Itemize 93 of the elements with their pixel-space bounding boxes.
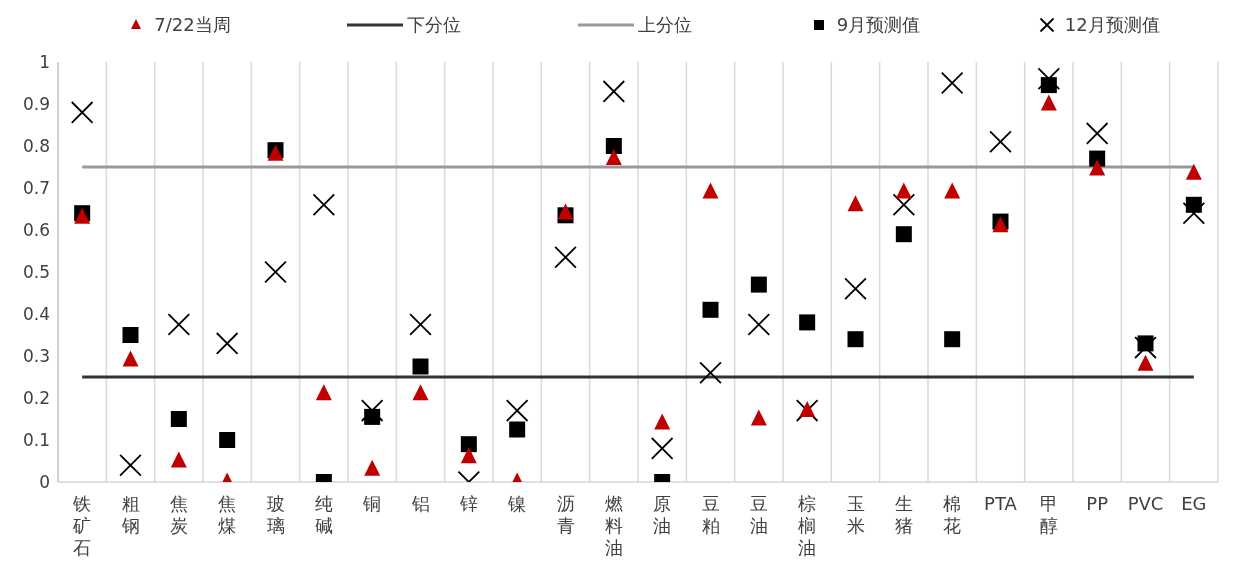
point: [1040, 94, 1057, 111]
point: [312, 193, 336, 217]
point: [944, 182, 961, 199]
x-tick-label: 玻璃: [266, 493, 285, 536]
y-tick-label: 0.6: [22, 220, 50, 241]
x-tick-label: 原油: [653, 493, 672, 536]
point: [940, 71, 964, 95]
point: [409, 313, 432, 336]
point: [602, 80, 626, 103]
point: [989, 130, 1012, 154]
point: [1185, 196, 1202, 213]
x-tick-label: 玉米: [846, 493, 865, 536]
y-tick-label: 0.9: [22, 94, 50, 115]
x-tick-label: 锌: [458, 493, 478, 514]
y-tick-label: 0.1: [22, 430, 50, 451]
point: [122, 327, 139, 343]
point: [460, 447, 477, 464]
point: [1137, 335, 1154, 352]
legend-label: 12月预测值: [1064, 13, 1160, 37]
point: [412, 384, 429, 401]
point: [654, 413, 671, 430]
point: [70, 101, 94, 124]
x-tick-label: EG: [1181, 493, 1207, 514]
point: [364, 408, 381, 425]
point: [1085, 122, 1109, 145]
point: [264, 260, 287, 284]
point: [557, 203, 574, 220]
legend-label: 上分位: [638, 13, 693, 37]
point: [412, 358, 429, 375]
x-tick-label: 粗钢: [120, 493, 140, 536]
point: [167, 313, 191, 336]
point: [844, 277, 867, 301]
point: [605, 138, 622, 154]
point: [944, 331, 961, 348]
x-tick-label: PP: [1086, 493, 1109, 514]
point: [1040, 77, 1057, 94]
x-tick-label: 棕榈油: [798, 493, 817, 558]
point: [650, 437, 674, 460]
point: [1089, 159, 1106, 176]
x-tick-label: 纯碱: [314, 493, 333, 536]
x-tick-label: 铁矿石: [72, 493, 92, 558]
point: [847, 195, 864, 212]
x-tick-label: PVC: [1127, 493, 1164, 514]
point: [505, 399, 529, 422]
point: [605, 149, 622, 165]
y-tick-label: 1: [39, 52, 50, 73]
point: [315, 384, 332, 401]
x-tick-label: 铝: [410, 493, 430, 514]
point: [509, 421, 526, 438]
point: [699, 361, 722, 385]
point: [170, 451, 187, 468]
y-tick-label: 0.3: [22, 346, 50, 367]
point: [1185, 163, 1202, 180]
point: [119, 453, 142, 477]
x-tick-label: 沥青: [556, 493, 575, 536]
y-tick-label: 0: [39, 472, 50, 493]
point: [702, 182, 719, 199]
x-tick-label: 生猪: [894, 493, 913, 536]
point: [1137, 354, 1154, 371]
y-tick-label: 0.4: [22, 304, 50, 325]
point: [460, 436, 477, 453]
point: [847, 331, 864, 348]
x-tick-label: 焦炭: [169, 493, 188, 536]
point: [554, 246, 577, 269]
point: [364, 459, 381, 476]
point: [747, 313, 771, 336]
y-tick-label: 0.8: [22, 136, 50, 157]
x-tick-label: PTA: [984, 493, 1018, 514]
point: [122, 350, 139, 367]
y-tick-label: 0.5: [22, 262, 50, 283]
legend-label: 9月预测值: [836, 13, 921, 37]
y-tick-label: 0.2: [22, 388, 50, 409]
legend-label: 下分位: [407, 13, 462, 37]
point: [702, 301, 719, 318]
y-tick-label: 0.7: [22, 178, 50, 199]
point: [895, 182, 912, 199]
point: [895, 226, 912, 243]
x-tick-label: 棉花: [943, 493, 962, 536]
x-tick-label: 铜: [362, 493, 382, 514]
x-tick-label: 镍: [507, 493, 527, 514]
point: [799, 401, 816, 417]
point: [799, 314, 816, 331]
point: [170, 411, 187, 427]
x-tick-label: 豆粕: [701, 493, 720, 536]
x-tick-label: 豆油: [749, 493, 768, 536]
point: [750, 409, 767, 426]
x-tick-label: 甲醇: [1039, 493, 1058, 536]
point: [215, 332, 239, 355]
point: [750, 276, 767, 293]
x-tick-label: 焦煤: [218, 493, 237, 536]
x-tick-label: 燃料油: [604, 493, 623, 558]
legend-label: 7/22当周: [154, 13, 231, 37]
point: [219, 432, 236, 448]
